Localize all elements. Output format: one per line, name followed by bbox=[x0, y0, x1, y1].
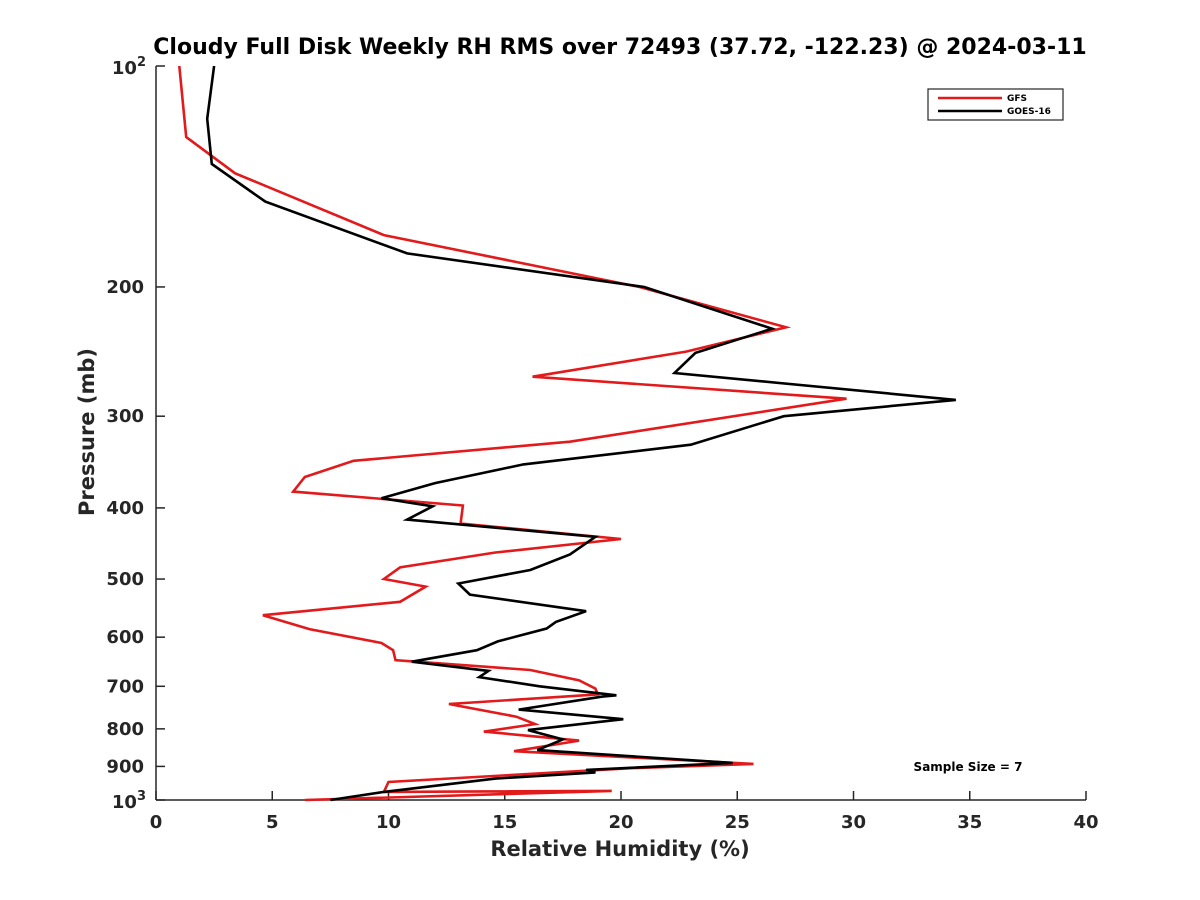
x-tick-label: 20 bbox=[608, 812, 633, 833]
y-tick-label: 300 bbox=[106, 406, 144, 427]
x-tick-label: 40 bbox=[1073, 812, 1098, 833]
y-tick-label: 102 bbox=[112, 55, 146, 79]
series-lines bbox=[178, 65, 956, 802]
axes: 0 5 10 15 20 25 30 35 40 102 200 300 400 500 600 700 800… bbox=[106, 55, 1098, 833]
x-tick-label: 25 bbox=[725, 812, 750, 833]
x-tick-label: 0 bbox=[150, 812, 163, 833]
y-tick-label: 400 bbox=[106, 498, 144, 519]
y-tick-label: 200 bbox=[106, 277, 144, 298]
y-tick-label: 500 bbox=[106, 569, 144, 590]
y-tick-label: 900 bbox=[106, 756, 144, 777]
series-line-goes16 bbox=[205, 65, 956, 802]
legend-label-goes16: GOES-16 bbox=[1007, 107, 1051, 117]
x-tick-label: 10 bbox=[376, 812, 401, 833]
x-tick-label: 15 bbox=[492, 812, 517, 833]
x-axis-label: Relative Humidity (%) bbox=[490, 837, 749, 861]
series-line-gfs bbox=[178, 65, 847, 802]
y-tick-label: 700 bbox=[106, 676, 144, 697]
x-tick-label: 30 bbox=[841, 812, 866, 833]
chart-title: Cloudy Full Disk Weekly RH RMS over 7249… bbox=[153, 35, 1086, 60]
legend-label-gfs: GFS bbox=[1007, 94, 1027, 104]
x-tick-label: 5 bbox=[266, 812, 279, 833]
legend: GFS GOES-16 bbox=[927, 88, 1064, 121]
x-tick-label: 35 bbox=[957, 812, 982, 833]
y-tick-label: 600 bbox=[106, 627, 144, 648]
y-tick-label: 103 bbox=[112, 789, 146, 813]
y-axis-label: Pressure (mb) bbox=[75, 348, 99, 516]
sample-size-annotation: Sample Size = 7 bbox=[914, 760, 1023, 774]
y-tick-label: 800 bbox=[106, 719, 144, 740]
legend-box bbox=[927, 88, 1064, 121]
